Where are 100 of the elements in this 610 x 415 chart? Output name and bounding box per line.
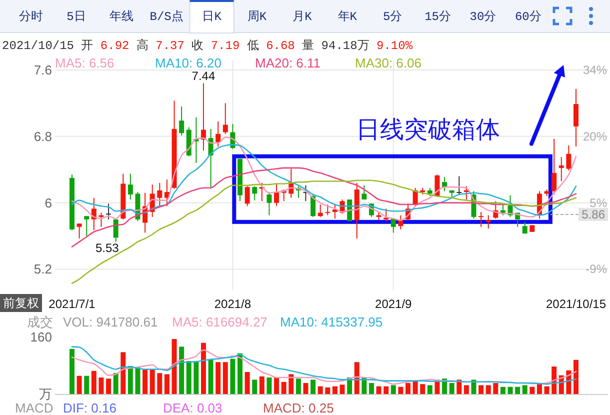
candlestick xyxy=(266,192,272,216)
bar xyxy=(493,383,498,394)
candlestick xyxy=(442,176,448,192)
annotation: 7.44 xyxy=(192,69,216,84)
text: 年线 xyxy=(109,10,134,24)
bar xyxy=(456,380,462,394)
bar xyxy=(310,380,316,394)
chart-title: 成交 xyxy=(27,314,53,330)
bar xyxy=(106,378,112,394)
text: 周K xyxy=(247,10,268,24)
bar xyxy=(91,370,96,394)
bar xyxy=(164,374,170,394)
text: 万 xyxy=(39,386,52,402)
annotation: 日线突破箱体 xyxy=(356,116,500,144)
y-tick-label: 6 xyxy=(44,195,52,210)
text: 前复权 xyxy=(3,296,39,310)
candlestick xyxy=(76,223,82,240)
bar xyxy=(157,373,162,394)
candlestick xyxy=(98,212,104,228)
bar xyxy=(340,384,345,394)
text: 160 xyxy=(30,330,52,344)
bar xyxy=(420,384,426,394)
y2-tick-label: 5% xyxy=(590,196,608,210)
candlestick xyxy=(362,184,367,200)
text: 月K xyxy=(292,10,313,24)
bar xyxy=(508,386,513,394)
bar xyxy=(574,360,578,394)
candlestick xyxy=(318,204,323,218)
y-tick-label: 5.2 xyxy=(34,262,52,277)
y-tick-label: 6.8 xyxy=(34,128,52,144)
bar xyxy=(216,362,221,394)
bar xyxy=(128,366,133,394)
bar xyxy=(172,339,177,394)
bar xyxy=(530,386,535,394)
candlestick xyxy=(106,203,112,220)
bar xyxy=(412,381,418,394)
candlestick xyxy=(558,156,564,182)
text: B/S点 xyxy=(150,10,184,24)
text: MA10: 6.20 xyxy=(155,56,222,70)
text: DIF: 0.16 xyxy=(63,400,116,415)
bar xyxy=(288,374,294,394)
bar xyxy=(303,383,308,394)
text: MA5: 6.56 xyxy=(55,56,114,70)
bar xyxy=(449,383,454,394)
text: 60分 xyxy=(514,10,542,24)
bar xyxy=(135,367,140,394)
bar xyxy=(522,385,528,394)
candlestick xyxy=(84,216,90,237)
bar xyxy=(390,385,396,394)
bar xyxy=(179,346,184,394)
x-tick-label: 2021/10/15 xyxy=(546,297,606,311)
bar xyxy=(230,358,236,394)
bar xyxy=(464,385,469,394)
candlestick xyxy=(274,183,280,207)
x-tick-label: 2021/8 xyxy=(214,297,252,311)
bar xyxy=(368,383,374,394)
text: DEA: 0.03 xyxy=(163,400,222,415)
candlestick xyxy=(398,214,404,230)
y2-tick-label: -9% xyxy=(586,262,608,276)
text: MACD: 0.25 xyxy=(263,400,334,415)
candlestick xyxy=(456,176,462,196)
bar xyxy=(222,362,228,394)
bar xyxy=(296,378,301,394)
candlestick xyxy=(486,214,491,230)
candlestick xyxy=(332,204,338,220)
bar xyxy=(384,386,389,394)
text: VOL: 941780.61 xyxy=(63,314,158,330)
text: MA30: 6.06 xyxy=(355,56,422,70)
y2-tick-label: 34% xyxy=(582,62,608,77)
bar xyxy=(552,366,557,394)
text: 5日 xyxy=(66,10,86,24)
bar xyxy=(406,383,410,394)
bar xyxy=(318,386,323,394)
bar xyxy=(515,386,520,394)
bar xyxy=(98,378,104,394)
candlestick xyxy=(216,120,221,147)
text: 年K xyxy=(338,10,358,24)
bar xyxy=(281,382,286,394)
bar xyxy=(70,348,74,394)
bar xyxy=(332,386,338,394)
candlestick xyxy=(500,204,506,216)
y-tick-label: 7.6 xyxy=(34,62,52,78)
bar xyxy=(208,360,214,394)
bar xyxy=(200,342,206,394)
bar xyxy=(238,353,242,394)
bar xyxy=(244,372,250,394)
text: 30分 xyxy=(470,10,496,24)
text: 5分 xyxy=(383,10,402,24)
annotation: 5.53 xyxy=(95,240,120,255)
bar xyxy=(544,386,550,394)
bar xyxy=(500,386,506,394)
text: MACD xyxy=(15,400,54,415)
text: MA10: 415337.95 xyxy=(280,314,383,330)
bar xyxy=(252,380,258,394)
bar xyxy=(150,369,155,394)
candlestick xyxy=(128,173,133,200)
candlestick xyxy=(552,138,557,196)
x-tick-label: 2021/9 xyxy=(375,297,412,311)
text: MA5: 616694.27 xyxy=(172,314,268,330)
bar xyxy=(325,387,330,394)
